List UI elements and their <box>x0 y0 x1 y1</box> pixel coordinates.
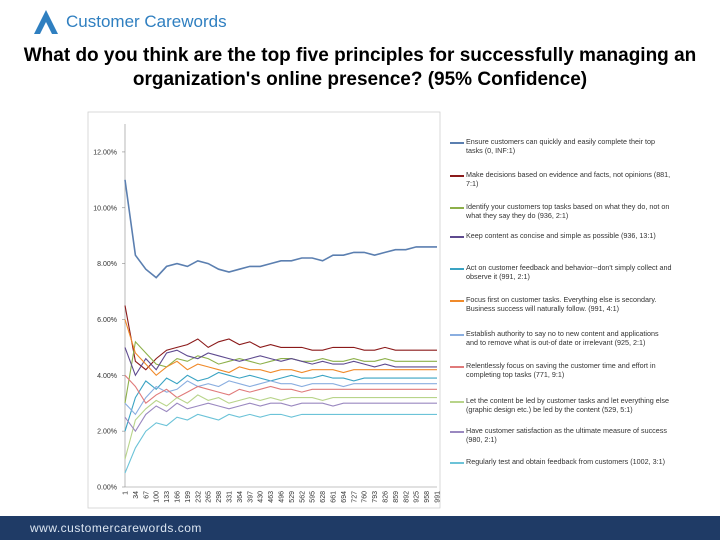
series-line <box>124 305 437 371</box>
x-tick-label: 463 <box>268 491 275 503</box>
series-line <box>124 340 437 404</box>
x-tick-label: 166 <box>175 491 182 503</box>
x-tick-label: 232 <box>195 491 202 503</box>
legend-label: Focus first on customer tasks. Everythin… <box>466 295 657 313</box>
legend-item: Have customer satisfaction as the ultima… <box>450 426 672 444</box>
y-tick-label: 8.00% <box>97 261 117 268</box>
x-tick-label: 430 <box>258 491 265 503</box>
legend-swatch <box>450 142 464 144</box>
x-tick-label: 694 <box>341 491 348 503</box>
legend-swatch <box>450 431 464 433</box>
x-tick-label: 34 <box>133 491 140 499</box>
x-tick-label: 727 <box>351 491 358 503</box>
series-line <box>124 394 437 460</box>
legend-item: Identify your customers top tasks based … <box>450 202 672 220</box>
x-tick-label: 892 <box>403 491 410 503</box>
x-tick-label: 991 <box>435 491 442 503</box>
legend-item: Establish authority to say no to new con… <box>450 329 672 347</box>
legend-label: Ensure customers can quickly and easily … <box>466 137 655 155</box>
footer: www.customercarewords.com <box>0 516 720 540</box>
legend-item: Keep content as concise and simple as po… <box>450 231 672 241</box>
legend-swatch <box>450 401 464 403</box>
y-tick-label: 2.00% <box>97 429 117 436</box>
logo: Customer Carewords <box>32 6 227 38</box>
legend-swatch <box>450 334 464 336</box>
series-line <box>124 413 437 474</box>
x-tick-label: 364 <box>237 491 244 503</box>
legend-label: Relentlessly focus on saving the custome… <box>466 361 656 379</box>
legend-item: Relentlessly focus on saving the custome… <box>450 361 672 379</box>
legend-swatch <box>450 175 464 177</box>
legend-swatch <box>450 300 464 302</box>
legend-label: Act on customer feedback and behavior--d… <box>466 263 672 281</box>
x-tick-label: 595 <box>310 491 317 503</box>
x-tick-label: 826 <box>383 491 390 503</box>
x-tick-label: 760 <box>362 491 369 503</box>
series-line <box>124 319 437 377</box>
logo-icon <box>34 10 58 34</box>
legend-item: Ensure customers can quickly and easily … <box>450 137 672 155</box>
x-tick-label: 1 <box>123 491 130 495</box>
x-tick-label: 859 <box>393 491 400 503</box>
legend-swatch <box>450 207 464 209</box>
series-line <box>124 371 437 432</box>
x-tick-label: 925 <box>414 491 421 503</box>
x-tick-label: 958 <box>424 491 431 503</box>
legend-label: Have customer satisfaction as the ultima… <box>466 426 667 444</box>
legend-swatch <box>450 462 464 464</box>
y-tick-label: 12.00% <box>93 149 117 156</box>
y-tick-label: 10.00% <box>93 205 117 212</box>
footer-text: www.customercarewords.com <box>30 521 202 535</box>
legend-label: Identify your customers top tasks based … <box>466 202 670 220</box>
legend-label: Establish authority to say no to new con… <box>466 329 659 347</box>
x-tick-label: 298 <box>216 491 223 503</box>
x-tick-label: 661 <box>331 491 338 503</box>
chart-title: What do you think are the top five princ… <box>23 45 697 90</box>
legend-swatch <box>450 236 464 238</box>
legend-label: Let the content be led by customer tasks… <box>466 396 669 414</box>
legend-label: Regularly test and obtain feedback from … <box>466 457 665 466</box>
x-tick-label: 496 <box>279 491 286 503</box>
x-tick-label: 628 <box>320 491 327 503</box>
legend-swatch <box>450 366 464 368</box>
legend-item: Regularly test and obtain feedback from … <box>450 457 672 467</box>
y-tick-label: 6.00% <box>97 317 117 324</box>
series-line <box>124 374 437 405</box>
x-tick-label: 793 <box>372 491 379 503</box>
series-line <box>124 179 437 279</box>
x-tick-label: 199 <box>185 491 192 503</box>
legend-item: Let the content be led by customer tasks… <box>450 396 672 414</box>
legend-label: Make decisions based on evidence and fac… <box>466 170 671 188</box>
x-tick-label: 100 <box>154 491 161 503</box>
x-tick-label: 529 <box>289 491 296 503</box>
legend-item: Make decisions based on evidence and fac… <box>450 170 672 188</box>
legend-item: Act on customer feedback and behavior--d… <box>450 263 672 281</box>
y-tick-label: 4.00% <box>97 373 117 380</box>
x-tick-label: 265 <box>206 491 213 503</box>
x-tick-label: 397 <box>247 491 254 503</box>
legend-swatch <box>450 268 464 270</box>
plot-frame <box>87 111 441 509</box>
x-tick-label: 67 <box>143 491 150 499</box>
series-line <box>124 402 437 433</box>
x-tick-label: 331 <box>227 491 234 503</box>
logo-text: Customer Carewords <box>66 12 227 31</box>
legend-item: Focus first on customer tasks. Everythin… <box>450 295 672 313</box>
legend-label: Keep content as concise and simple as po… <box>466 231 656 240</box>
x-tick-label: 133 <box>164 491 171 503</box>
y-tick-label: 0.00% <box>97 485 117 492</box>
series-line <box>124 380 437 416</box>
series-line <box>124 347 437 377</box>
x-tick-label: 562 <box>299 491 306 503</box>
